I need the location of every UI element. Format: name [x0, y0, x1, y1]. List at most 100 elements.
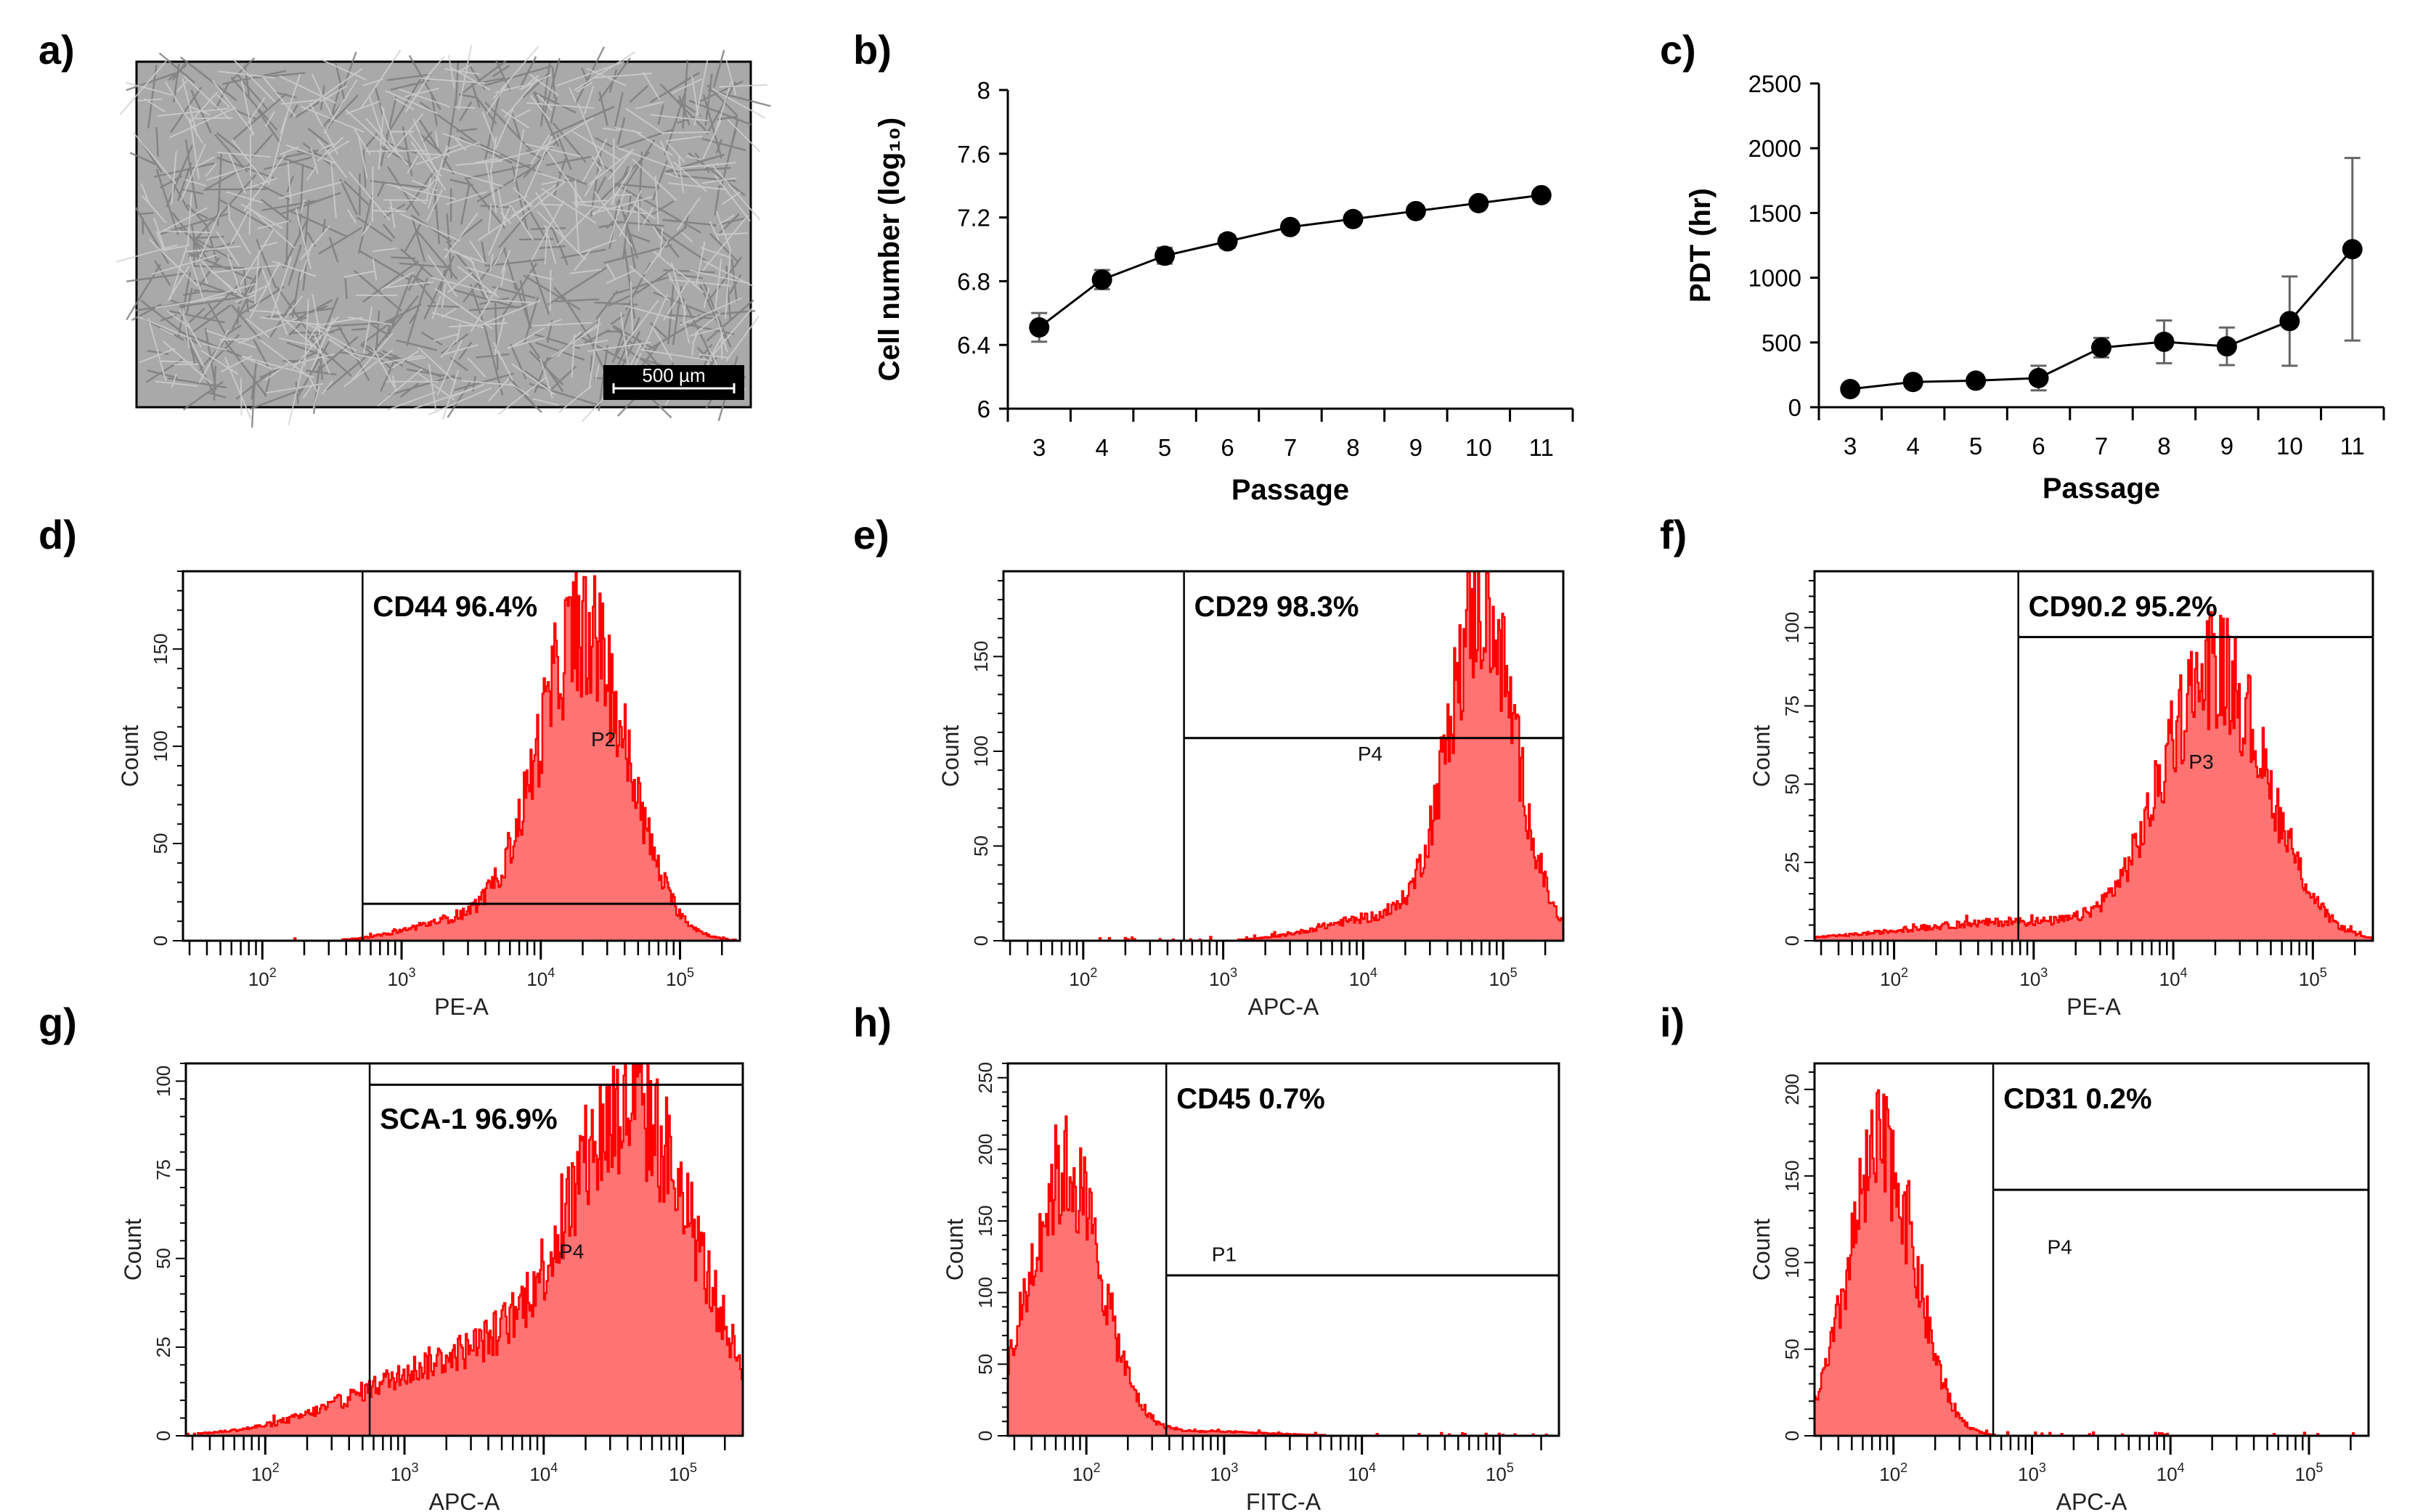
x-tick-label: 102	[1069, 965, 1097, 990]
y-tick-label: 50	[1781, 774, 1803, 795]
x-tick-label: 102	[251, 1460, 280, 1485]
marker-percentage-label: CD29 98.3%	[1194, 591, 1359, 623]
x-axis-title: APC-A	[2056, 1489, 2127, 1512]
y-tick-label: 150	[150, 633, 171, 664]
marker-percentage-label: CD44 96.4%	[372, 591, 537, 623]
x-tick-label: 3	[1033, 434, 1046, 461]
x-axis-title: APC-A	[429, 1489, 500, 1512]
data-point	[1902, 372, 1923, 393]
gate-label: P2	[591, 728, 616, 751]
x-tick-label: 7	[1284, 434, 1297, 461]
y-tick-label: 0	[150, 936, 171, 946]
line-chart-c: 0 500 1000 1500 2000 2500 3 4 5 6 7 8 9 10 11 Passage PD…	[1685, 70, 2385, 504]
x-tick-label: 104	[529, 1460, 558, 1485]
line-chart-b: 6 6.4 6.8 7.2 7.6 8 3 4 5 6 7 8 9 10 11 Passage Cell num…	[873, 77, 1574, 506]
marker-percentage-label: CD31 0.2%	[2003, 1083, 2152, 1115]
y-tick-label: 1500	[1748, 200, 1801, 226]
y-tick-label: 7.6	[957, 141, 990, 168]
panel-label-c: c)	[1660, 27, 1696, 73]
y-tick-label: 50	[150, 833, 171, 854]
x-tick-label: 103	[391, 1460, 419, 1485]
data-point	[2154, 331, 2175, 352]
y-tick-label: 6.8	[957, 268, 990, 295]
y-axis-title: Count	[117, 725, 143, 788]
series-line	[1038, 194, 1542, 329]
x-tick-exponent: 2	[1094, 1460, 1101, 1475]
gate-label: P4	[559, 1241, 584, 1263]
charts: 6 6.4 6.8 7.2 7.6 8 3 4 5 6 7 8 9 10 11 Passage Cell num…	[117, 70, 2385, 1512]
gate-label: P3	[2188, 751, 2213, 773]
x-tick-label: 102	[1072, 1460, 1101, 1485]
micrograph-cell-texture	[115, 45, 771, 428]
gate-label: P4	[1358, 743, 1382, 765]
series-line	[1850, 248, 2353, 391]
x-tick-exponent: 3	[1231, 1460, 1238, 1475]
panel-label-f: f)	[1660, 512, 1687, 557]
x-tick-label: 10	[2276, 433, 2303, 459]
histogram-h: P1 CD45 0.7% 0 50 100 150 200 250 Count 102 103 104…	[942, 1062, 1560, 1512]
y-tick-label: 150	[1781, 1160, 1803, 1191]
x-tick-exponent: 3	[2040, 965, 2048, 980]
x-tick-exponent: 4	[1369, 1460, 1376, 1475]
y-tick-label: 0	[1788, 394, 1801, 421]
plot-frame	[1813, 1062, 2370, 1437]
panel-label-d: d)	[38, 512, 77, 557]
x-tick-label: 4	[1906, 433, 1919, 459]
histogram-area	[1813, 1089, 2369, 1437]
y-axis-title: Count	[942, 1219, 968, 1281]
y-axis-title: Count	[1748, 725, 1775, 788]
data-point	[1217, 231, 1238, 252]
x-tick-label: 103	[2018, 1460, 2046, 1485]
data-point	[1154, 245, 1176, 266]
x-tick-label: 7	[2095, 433, 2108, 459]
x-tick-label: 11	[1529, 434, 1554, 461]
x-axis-title: PE-A	[2066, 994, 2121, 1020]
plot-frame	[1002, 570, 1565, 942]
y-tick-label: 100	[1781, 612, 1803, 643]
scale-bar-label: 500 µm	[642, 364, 705, 386]
panel-label-g: g)	[38, 1000, 77, 1045]
y-tick-label: 50	[1781, 1339, 1803, 1360]
x-axis-title: FITC-A	[1246, 1489, 1321, 1512]
x-tick-label: 9	[2220, 433, 2233, 459]
gate-label: P4	[2048, 1235, 2072, 1258]
x-tick-label: 102	[1879, 1460, 1907, 1485]
y-tick-label: 200	[1781, 1074, 1803, 1105]
x-tick-exponent: 5	[690, 1460, 697, 1475]
x-tick-exponent: 3	[409, 965, 416, 980]
x-tick-label: 105	[2299, 965, 2327, 990]
panel-label-h: h)	[853, 1000, 892, 1045]
y-tick-label: 100	[152, 1066, 174, 1097]
x-tick-exponent: 2	[1901, 965, 1908, 980]
histogram-area	[1003, 570, 1565, 942]
x-tick-label: 103	[2019, 965, 2048, 990]
x-tick-exponent: 4	[550, 1460, 558, 1475]
y-tick-label: 75	[1781, 695, 1803, 716]
x-tick-label: 9	[1409, 434, 1422, 461]
x-tick-exponent: 4	[1370, 965, 1377, 980]
cell-strokes-dark	[126, 46, 771, 428]
y-tick-label: 150	[970, 641, 992, 672]
x-tick-exponent: 4	[547, 965, 555, 980]
data-point	[1531, 184, 1552, 205]
y-tick-label: 200	[974, 1134, 996, 1165]
data-point	[1091, 269, 1112, 290]
y-axis-title: Count	[120, 1219, 146, 1281]
histogram-d: P2 CD44 96.4% 0 50 100 150 Count 102 103 104 105 PE…	[117, 570, 741, 1020]
data-point	[1840, 379, 1861, 400]
y-axis-title: Count	[1748, 1219, 1775, 1281]
y-axis-title: Count	[937, 725, 964, 788]
marker-percentage-label: SCA-1 96.9%	[380, 1103, 558, 1135]
x-tick-label: 8	[2157, 433, 2170, 459]
y-tick-label: 250	[974, 1062, 996, 1093]
y-tick-label: 100	[150, 730, 171, 761]
y-tick-label: 6	[977, 396, 990, 422]
y-tick-label: 2500	[1748, 70, 1801, 97]
x-axis-title: PE-A	[434, 994, 489, 1020]
data-point	[2216, 336, 2237, 357]
panel-label-e: e)	[853, 512, 889, 557]
x-axis-title: APC-A	[1248, 994, 1319, 1020]
plot-frame	[184, 1062, 744, 1437]
x-axis-title: Passage	[1231, 474, 1349, 506]
